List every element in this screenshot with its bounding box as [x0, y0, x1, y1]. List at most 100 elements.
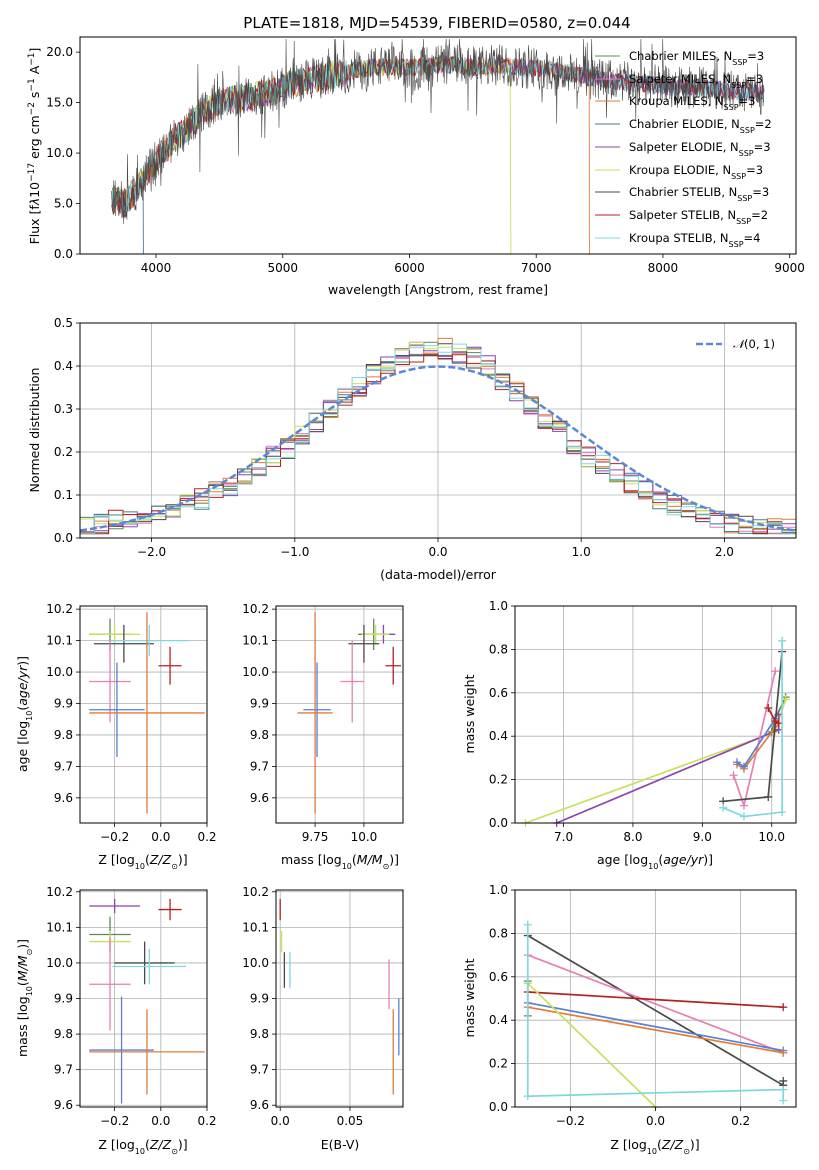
x-tick-label: 10.0	[351, 830, 378, 844]
series-line	[527, 982, 657, 1108]
y-tick-label: 10.1	[242, 634, 269, 648]
x-tick-label: 9.0	[693, 830, 712, 844]
y-tick-label: 9.7	[54, 759, 73, 773]
y-tick-label: 0.8	[489, 642, 508, 656]
series-marker	[779, 1096, 788, 1105]
legend-item-salpeter-miles: Salpeter MILES, NSSP=3	[595, 72, 763, 90]
y-tick-label: 9.9	[250, 696, 269, 710]
y-tick-label: 0.0	[54, 247, 73, 261]
y-tick-label: 0.4	[489, 729, 508, 743]
histogram-kroupa-stelib	[80, 343, 796, 535]
y-tick-label: 9.6	[54, 1098, 73, 1112]
y-tick-label: 10.1	[46, 634, 73, 648]
y-tick-label: 9.6	[250, 1098, 269, 1112]
series-marker	[778, 808, 787, 817]
series-pink-model	[729, 667, 780, 810]
series-salpeter-stelib	[764, 703, 783, 728]
y-tick-label: 5.0	[54, 197, 73, 211]
panel-residuals: −2.0 −1.0 0.0 1.0 2.0 0.0 0.1 0.2 0.3 0.4 0.5 (dat…	[27, 316, 797, 582]
series-marker	[523, 920, 532, 929]
x-tick-label: 0.0	[151, 830, 170, 844]
x-tick-label: −2.0	[137, 545, 166, 559]
mass-vs-ebv-ticks: 0.0 0.05 9.6 9.7 9.8 9.9 10.0 10.1 10.2	[242, 885, 363, 1128]
series-marker	[779, 1048, 788, 1057]
series-marker	[779, 1085, 788, 1094]
x-tick-label: 0.2	[197, 830, 216, 844]
y-tick-label: 9.8	[250, 1027, 269, 1041]
x-tick-label: 5000	[267, 261, 298, 275]
spectrum-observed	[111, 38, 765, 225]
y-tick-label: 10.0	[46, 956, 73, 970]
y-tick-label: 0.6	[489, 970, 508, 984]
x-tick-label: 4000	[141, 261, 172, 275]
y-tick-label: 1.0	[489, 599, 508, 613]
errorbar-chabrier-stelib	[348, 624, 380, 663]
y-tick-label: 9.7	[250, 759, 269, 773]
x-tick-label: 9.75	[302, 830, 329, 844]
errorbar-pink-model	[340, 640, 364, 723]
svg-text:Kroupa ELODIE, NSSP=3: Kroupa ELODIE, NSSP=3	[629, 163, 763, 181]
residuals-legend: 𝒩(0, 1)	[696, 337, 775, 351]
weight-vs-z-xlabel: Z [log10(Z/Z⊙)]	[610, 1137, 699, 1156]
svg-text:Salpeter STELIB, NSSP=2: Salpeter STELIB, NSSP=2	[629, 208, 768, 226]
weight-vs-age-ticks: 7.0 8.0 9.0 10.0 0.0 0.2 0.4 0.6 0.8 1.0	[489, 599, 785, 844]
age-vs-z-xlabel: Z [log10(Z/Z⊙)]	[98, 852, 187, 871]
y-tick-label: 10.0	[242, 956, 269, 970]
y-tick-label: 10.2	[242, 885, 269, 899]
x-tick-label: 0.05	[337, 1114, 364, 1128]
errorbar-kroupa-stelib	[110, 624, 189, 657]
spectrum-frame	[79, 36, 797, 255]
series-marker	[739, 812, 748, 821]
y-tick-label: 10.2	[242, 602, 269, 616]
residuals-ylabel: Normed distribution	[27, 368, 42, 493]
series-marker	[739, 762, 748, 771]
svg-text:Chabrier MILES, NSSP=3: Chabrier MILES, NSSP=3	[629, 49, 764, 67]
y-tick-label: 9.9	[250, 992, 269, 1006]
panel-mass-vs-z: −0.2 0.0 0.2 9.6 9.7 9.8 9.9 10.0 10.1 10.2 Z [lo…	[15, 885, 217, 1156]
spectrum-ticks: 4000 5000 6000 7000 8000 9000 0.0 5.0 10.0 15.0 20…	[46, 45, 805, 275]
mass-vs-ebv-grid	[276, 890, 403, 1107]
series-marker	[779, 1003, 788, 1012]
series-chabrier-stelib	[523, 931, 788, 1090]
errorbar-kroupa-miles	[297, 612, 333, 814]
y-tick-label: 0.0	[489, 816, 508, 830]
residuals-histograms	[79, 337, 797, 535]
x-tick-label: 10.0	[758, 830, 785, 844]
panel-mass-vs-ebv: 0.0 0.05 9.6 9.7 9.8 9.9 10.0 10.1 10.2 E(B-V)	[242, 885, 404, 1152]
x-tick-label: 0.2	[731, 1114, 750, 1128]
legend-item-chabrier-elodie: Chabrier ELODIE, NSSP=2	[595, 117, 772, 135]
series-marker	[764, 792, 773, 801]
x-tick-label: 8000	[648, 261, 679, 275]
normal-legend-label: 𝒩(0, 1)	[733, 337, 775, 351]
y-tick-label: 10.0	[242, 665, 269, 679]
residuals-ticks: −2.0 −1.0 0.0 1.0 2.0 0.0 0.1 0.2 0.3 0.4 0.5	[54, 316, 734, 559]
age-vs-z-frame	[79, 605, 208, 824]
legend-item-chabrier-stelib: Chabrier STELIB, NSSP=3	[595, 185, 769, 203]
y-tick-label: 0.0	[54, 531, 73, 545]
errorbar-blue-model	[89, 996, 154, 1104]
mass-vs-z-ylabel: mass [log10(M/M⊙)]	[15, 939, 34, 1057]
legend-item-kroupa-elodie: Kroupa ELODIE, NSSP=3	[595, 163, 763, 181]
x-tick-label: 8.0	[623, 830, 642, 844]
spectrum-legend: Chabrier MILES, NSSP=3 Salpeter MILES, N…	[595, 49, 772, 249]
x-tick-label: −0.2	[100, 1114, 129, 1128]
y-tick-label: 20.0	[46, 45, 73, 59]
normal-curve	[79, 365, 797, 532]
y-tick-label: 1.0	[489, 883, 508, 897]
mass-vs-z-ticks: −0.2 0.0 0.2 9.6 9.7 9.8 9.9 10.0 10.1 10.2	[46, 885, 216, 1128]
age-vs-z-ylabel: age [log10(age/yr)]	[15, 656, 34, 772]
errorbar-salpeter-stelib	[385, 646, 402, 685]
y-tick-label: 10.1	[242, 920, 269, 934]
series-marker	[779, 1076, 788, 1085]
errorbar-kroupa-elodie	[361, 624, 390, 644]
mass-vs-ebv-errorbars	[279, 898, 400, 1095]
y-tick-label: 0.4	[489, 1013, 508, 1027]
series-line	[526, 924, 785, 1101]
spectrum-ylabel: Flux [fλ10−17 erg cm−2 s−1 A−1]	[27, 48, 42, 245]
x-tick-label: 0.0	[428, 545, 447, 559]
y-tick-label: 10.1	[46, 920, 73, 934]
svg-text:Chabrier ELODIE, NSSP=2: Chabrier ELODIE, NSSP=2	[629, 117, 772, 135]
series-line	[527, 991, 784, 1009]
errorbar-kroupa-miles	[89, 612, 205, 814]
